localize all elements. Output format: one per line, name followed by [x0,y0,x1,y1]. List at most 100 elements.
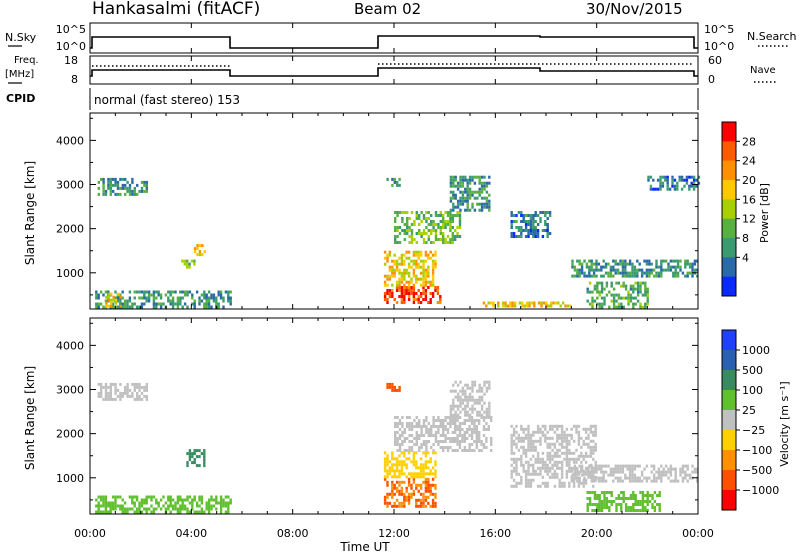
power-cell [666,181,669,185]
velocity-cell [104,510,108,514]
power-cell [488,208,491,212]
velocity-cell [169,504,172,508]
power-cell [200,299,204,303]
velocity-cell [603,506,606,509]
power-cell [644,290,647,294]
velocity-cell [444,446,447,449]
power-cell [383,280,387,284]
velocity-cell [556,454,559,458]
velocity-cell [553,442,557,446]
velocity-cell [424,486,428,490]
velocity-cell [395,480,399,484]
power-cell [391,274,394,278]
velocity-cell [407,495,411,499]
velocity-cell [565,457,569,461]
velocity-cell [427,451,430,455]
power-colorbar-label: Power [dB] [758,183,771,243]
power-cell [186,290,189,294]
velocity-cell [570,451,573,455]
velocity-cell [595,476,598,480]
velocity-cell [422,419,426,422]
velocity-cell [111,507,115,511]
velocity-cell [99,510,103,514]
power-cell [434,214,438,217]
velocity-cell [434,486,437,490]
velocity-cell [603,491,606,494]
power-cell [480,190,484,194]
velocity-cell [571,473,574,477]
velocity-cell [522,445,525,449]
velocity-cell [136,382,139,386]
velocity-cell [468,446,471,449]
velocity-cell [383,457,387,461]
x-tick-label: 00:00 [682,527,714,540]
power-cell [152,305,156,309]
velocity-cell [534,430,537,434]
velocity-cell [188,495,192,499]
velocity-cell [145,510,148,514]
power-cell [669,265,673,269]
velocity-cell [193,498,196,502]
power-cell [620,305,623,309]
velocity-cell [548,469,552,473]
power-cell [501,304,505,308]
power-cell [603,299,606,303]
velocity-cell [520,457,523,461]
power-cell [633,268,637,272]
velocity-cell [470,443,474,446]
velocity-cell [425,419,428,422]
velocity-cell [104,507,108,511]
velocity-cell [400,492,404,496]
velocity-cell [449,410,453,414]
velocity-cell [145,501,148,505]
velocity-cell [212,498,216,502]
power-cell [222,299,225,303]
velocity-cell [193,510,196,514]
power-cell [634,302,637,306]
power-cell [425,232,428,235]
power-cell [664,259,668,263]
power-cell [386,277,389,281]
power-cell [648,259,651,263]
power-cell [605,293,609,297]
power-cell [629,287,633,291]
velocity-cell [662,473,665,477]
velocity-cell [425,425,428,428]
velocity-cell [597,479,601,483]
power-cell [533,304,536,308]
power-cell [593,284,597,288]
velocity-cell [580,445,583,449]
velocity-cell [470,449,474,452]
power-cell [439,238,442,241]
power-cell [159,293,163,297]
velocity-cell [434,437,438,440]
velocity-cell [539,466,542,470]
power-cell [639,284,642,288]
velocity-cell [529,433,533,437]
power-cell [669,268,673,272]
velocity-cell [539,442,542,446]
velocity-cell [186,507,189,511]
velocity-data-layer [95,380,699,514]
velocity-cell [393,463,396,467]
velocity-cell [624,497,628,500]
velocity-cell [536,430,540,434]
velocity-cell [594,430,597,434]
velocity-cell [572,460,576,464]
power-cell [624,268,627,272]
power-cell [614,262,617,266]
power-cell [449,199,453,203]
power-cell [110,298,113,302]
velocity-cell [219,501,223,505]
velocity-cell [395,460,399,464]
power-cell [444,241,447,244]
velocity-cell [582,439,585,443]
velocity-cell [541,475,545,479]
velocity-cell [529,445,533,449]
velocity-cell [401,422,404,425]
power-y-axis-label: Slant Range [km] [23,161,37,265]
power-cell [422,274,425,278]
velocity-cell [386,501,389,505]
power-cell [544,211,547,214]
velocity-cell [418,419,421,422]
